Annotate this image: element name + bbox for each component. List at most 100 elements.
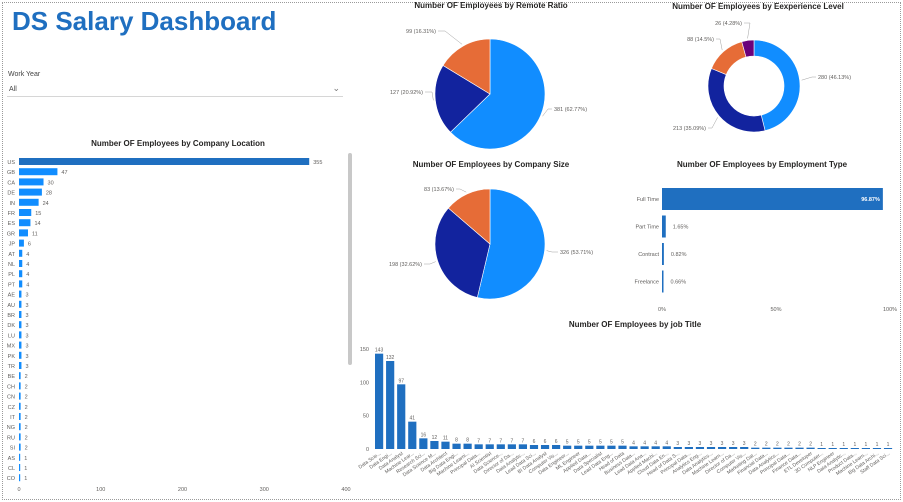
location-category-label: LU [8,333,15,339]
remote-slice [450,38,546,150]
location-value-label: 2 [25,425,28,431]
jobtitle-bar [684,447,693,449]
location-category-label: DK [7,323,15,329]
location-category-label: RU [7,435,15,441]
jobtitle-value-label: 11 [443,436,448,442]
employment-category-label: Part Time [635,225,659,231]
location-value-label: 2 [25,415,28,421]
jobtitle-bar [518,444,528,449]
employment-value-label: 0.82% [671,252,687,258]
remote-leader-line [425,91,434,101]
location-value-label: 3 [25,354,28,360]
location-scrollbar[interactable] [348,153,352,365]
jobtitle-value-label: 3 [721,441,724,447]
jobtitle-bar [563,445,572,449]
jobtitle-value-label: 97 [398,378,404,384]
location-category-label: BE [8,374,16,380]
location-value-label: 14 [34,221,40,227]
employment-category-label: Full Time [637,197,659,203]
jobtitle-bar [607,445,616,449]
jobtitle-value-label: 3 [732,441,735,447]
location-category-label: AE [8,293,16,299]
location-value-label: 30 [48,180,54,186]
jobtitle-bar [795,447,804,449]
jobtitle-bar [751,447,760,449]
location-category-label: SI [10,446,16,452]
jobtitle-bar [485,444,494,449]
location-value-label: 3 [25,303,28,309]
location-bar [19,280,23,288]
jobtitle-value-label: 5 [610,440,613,446]
jobtitle-value-label: 1 [876,442,879,448]
size-leader-line [424,261,436,265]
chevron-down-icon[interactable]: ⌄ [332,83,340,93]
location-value-label: 1 [24,466,27,472]
location-category-label: NG [7,425,15,431]
jobtitle-bar [850,448,859,449]
location-chart-title: Number OF Employees by Company Location [91,139,265,148]
location-bar [19,188,42,196]
location-bar [19,413,21,420]
location-bar [19,198,39,206]
location-bar [19,382,21,390]
work-year-dropdown[interactable]: All ⌄ [7,83,343,97]
jobtitle-value-label: 1 [820,442,823,448]
location-bar [19,290,22,298]
jobtitle-bar [784,447,793,449]
jobtitle-bar [861,448,870,449]
location-category-label: CA [7,180,15,186]
location-bar [19,443,21,451]
jobtitle-value-label: 8 [455,438,458,444]
experience-donut-chart: 280 (46.13%) 213 (35.09%) 88 (14.5%) 26 (4.… [673,21,851,133]
work-year-value: All [9,86,17,93]
jobtitle-bar [507,444,516,449]
location-bar [19,402,21,410]
jobtitle-value-label: 2 [809,442,812,448]
jobtitle-value-label: 1 [831,442,834,448]
employment-bar [662,188,883,210]
location-bar [19,239,24,247]
experience-slice [711,41,747,75]
remote-slice [442,38,491,95]
location-x-tick: 0 [17,487,20,493]
location-bar [19,219,31,227]
location-bar [19,362,22,369]
location-category-label: AS [8,456,16,462]
location-value-label: 4 [26,272,29,278]
jobtitle-bar [552,445,561,449]
jobtitle-bar [662,446,671,449]
jobtitle-y-tick: 150 [360,347,369,353]
location-bar [19,464,21,471]
location-bar [19,229,28,237]
jobtitle-bar [651,446,660,449]
jobtitle-bar [729,447,738,449]
location-bar [19,311,22,318]
employment-x-tick: 100% [883,307,897,313]
jobtitle-value-label: 2 [787,442,790,448]
location-x-tick: 400 [341,487,350,493]
experience-slice-label: 26 (4.28%) [715,21,742,27]
jobtitle-bar [430,441,439,449]
employment-chart-title: Number OF Employees by Employment Type [676,160,848,169]
location-bar [19,249,23,257]
location-value-label: 24 [43,201,49,207]
jobtitle-bar [463,443,472,449]
jobtitle-value-label: 3 [699,441,702,447]
jobtitle-bar [695,447,705,449]
location-value-label: 15 [35,211,41,217]
size-slice-label: 326 (53.71%) [560,250,593,256]
location-value-label: 4 [26,282,29,288]
location-bar [19,372,21,380]
employment-value-label: 0.66% [671,280,687,286]
jobtitle-value-label: 16 [421,432,427,438]
size-slice [434,207,491,298]
jobtitle-value-label: 6 [533,439,536,445]
experience-leader-line [716,38,723,51]
jobtitle-bar [618,445,627,449]
jobtitle-bar [585,445,594,449]
location-category-label: CH [7,384,15,390]
jobtitle-value-label: 2 [754,442,757,448]
jobtitle-bar [375,353,384,449]
location-category-label: AU [7,303,15,309]
